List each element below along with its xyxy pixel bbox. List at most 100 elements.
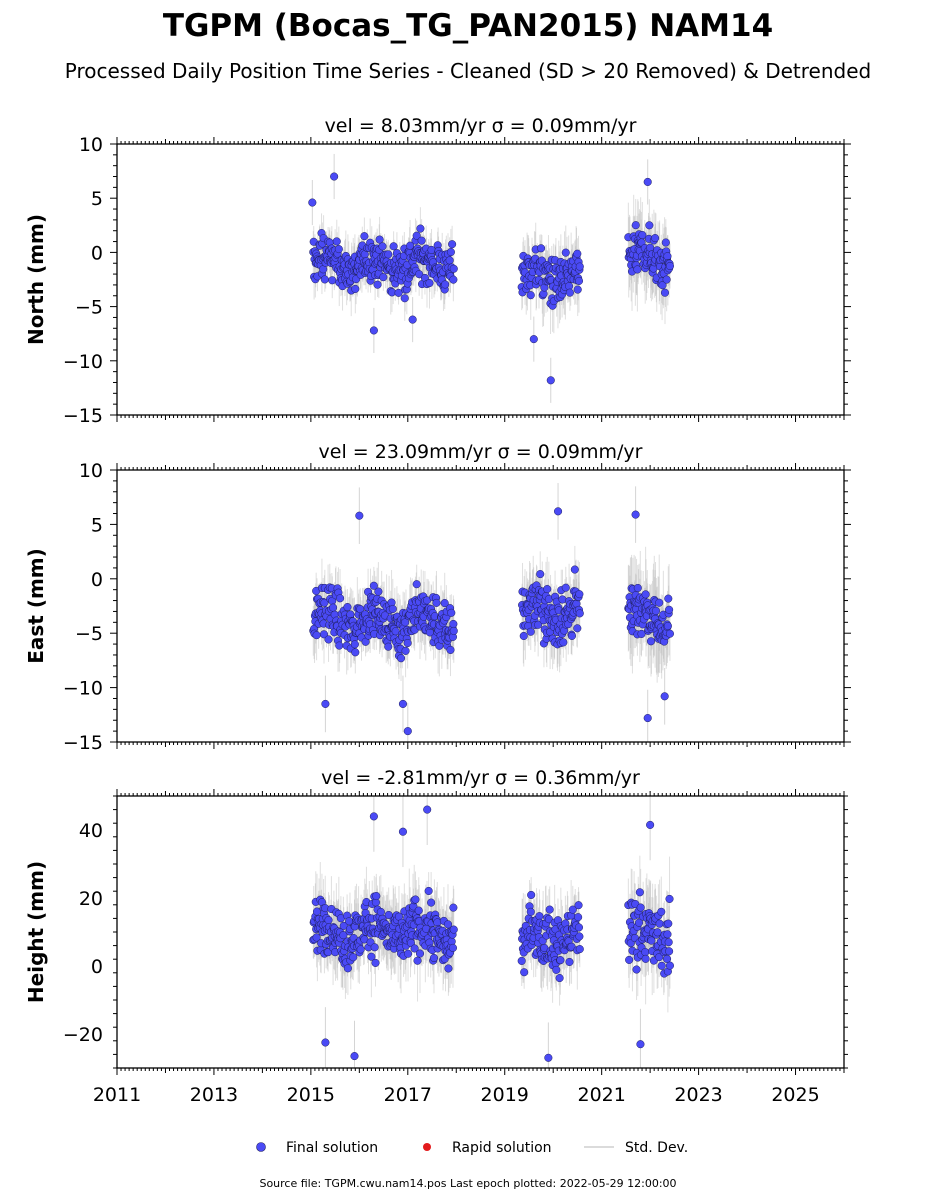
data-point <box>660 692 669 701</box>
data-point <box>406 938 415 947</box>
data-point <box>655 598 664 607</box>
data-point <box>373 280 382 289</box>
data-point <box>575 609 584 618</box>
data-point <box>329 603 338 612</box>
data-point <box>410 944 419 953</box>
data-point <box>356 945 365 954</box>
x-tick-label: 2025 <box>771 1084 819 1106</box>
data-point <box>350 640 359 649</box>
data-point <box>661 238 670 247</box>
panel-east: vel = 23.09mm/yr σ = 0.09mm/yr East (mm) 1… <box>24 441 851 754</box>
data-point <box>398 699 408 708</box>
data-point <box>574 276 584 285</box>
data-point <box>415 949 425 958</box>
points <box>309 805 674 1062</box>
data-point <box>568 905 577 914</box>
data-point <box>665 894 674 903</box>
data-point <box>372 891 381 901</box>
plot-frame <box>116 469 845 743</box>
data-point <box>527 890 536 900</box>
legend-rapid-marker <box>423 1143 431 1151</box>
data-layer <box>308 153 674 403</box>
data-point <box>641 590 650 599</box>
data-point <box>417 236 426 245</box>
data-point <box>645 221 654 230</box>
data-point <box>526 907 535 916</box>
data-point <box>635 888 644 897</box>
data-point <box>324 635 333 644</box>
data-point <box>520 968 529 977</box>
data-point <box>637 629 646 638</box>
data-point <box>396 654 406 663</box>
data-point <box>655 953 664 962</box>
data-point <box>369 581 378 590</box>
data-point <box>555 973 564 983</box>
data-point <box>575 262 584 271</box>
y-tick-label: 5 <box>91 188 103 210</box>
x-tick-label: 2017 <box>384 1084 432 1106</box>
y-tick-label: 0 <box>91 569 103 591</box>
data-point <box>369 326 378 335</box>
data-point <box>662 954 672 963</box>
data-point <box>544 1053 553 1062</box>
error-bars <box>311 153 671 403</box>
data-point <box>400 294 409 303</box>
data-point <box>328 276 337 285</box>
y-axis-label: North (mm) <box>24 214 48 345</box>
data-point <box>411 895 420 904</box>
data-point <box>447 608 456 617</box>
legend-final-marker <box>256 1142 266 1152</box>
data-point <box>558 595 567 604</box>
panel-height: vel = -2.81mm/yr σ = 0.36mm/yr Height (mm… <box>24 767 848 1106</box>
data-point <box>444 964 453 973</box>
data-point <box>665 261 674 271</box>
data-point <box>662 275 671 284</box>
legend-stddev-label: Std. Dev. <box>625 1140 688 1156</box>
footer-source: Source file: TGPM.cwu.nam14.pos Last epo… <box>259 1177 676 1190</box>
x-tick-label: 2021 <box>577 1084 625 1106</box>
data-point <box>449 275 458 284</box>
y-tick-label: −10 <box>63 678 103 700</box>
data-point <box>427 898 436 907</box>
data-point <box>651 234 660 243</box>
data-point <box>665 947 674 956</box>
data-point <box>663 930 672 939</box>
data-point <box>384 642 393 651</box>
data-point <box>321 699 330 708</box>
data-point <box>351 648 360 657</box>
data-point <box>449 264 458 273</box>
x-tick-label: 2023 <box>674 1084 722 1106</box>
y-tick-label: −5 <box>75 623 103 645</box>
data-point <box>330 172 339 181</box>
points <box>308 172 674 385</box>
data-point <box>553 507 563 516</box>
panel-title: vel = -2.81mm/yr σ = 0.36mm/yr <box>321 767 640 789</box>
data-point <box>529 335 538 344</box>
x-tick-label: 2015 <box>287 1084 335 1106</box>
data-point <box>448 943 457 952</box>
data-point <box>574 901 583 910</box>
y-tick-label: −15 <box>63 732 103 754</box>
panels: vel = 8.03mm/yr σ = 0.09mm/yr North (mm) 1… <box>24 115 851 1106</box>
data-point <box>413 956 422 965</box>
data-point <box>448 240 457 249</box>
data-point <box>573 624 582 633</box>
data-point <box>412 580 421 589</box>
data-point <box>663 252 672 261</box>
data-point <box>332 237 341 246</box>
data-point <box>319 630 329 639</box>
data-point <box>657 907 666 916</box>
data-point <box>425 278 434 288</box>
points <box>309 507 674 736</box>
data-point <box>665 961 674 970</box>
data-point <box>643 714 652 723</box>
data-point <box>634 918 644 927</box>
plot-frame <box>116 143 845 416</box>
data-point <box>433 918 442 927</box>
data-point <box>552 965 561 974</box>
data-point <box>432 598 441 607</box>
y-tick-label: 0 <box>91 956 103 978</box>
legend-final-label: Final solution <box>286 1140 378 1156</box>
data-point <box>415 270 424 279</box>
data-point <box>631 510 640 519</box>
